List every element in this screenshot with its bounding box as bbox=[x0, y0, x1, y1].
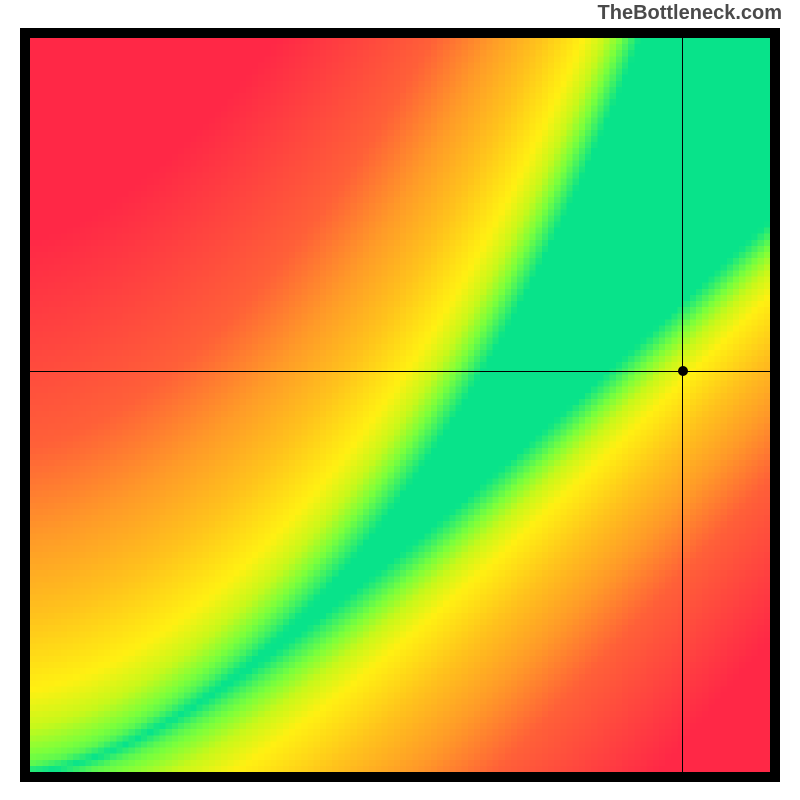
plot-border bbox=[20, 28, 780, 782]
crosshair-marker bbox=[678, 366, 688, 376]
crosshair-vertical bbox=[682, 38, 683, 772]
crosshair-horizontal bbox=[30, 371, 770, 372]
watermark-text: TheBottleneck.com bbox=[598, 2, 782, 25]
chart-container: TheBottleneck.com bbox=[0, 0, 800, 800]
